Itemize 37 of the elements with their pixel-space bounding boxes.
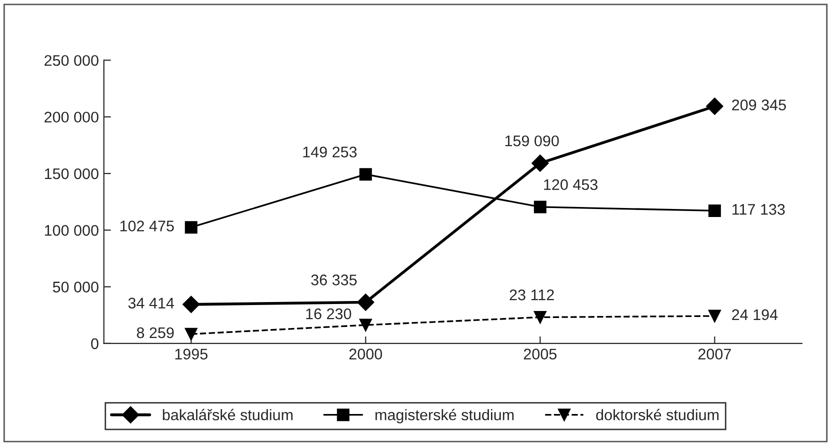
data-label: 36 335 — [311, 274, 357, 286]
data-label: 209 345 — [732, 100, 786, 110]
point — [706, 98, 724, 115]
y-tick-label: 150 000 — [44, 168, 98, 180]
y-tick-label: 200 000 — [44, 112, 98, 123]
point — [182, 296, 200, 313]
legend-label: doktorské studium — [596, 408, 719, 420]
point — [357, 294, 374, 311]
point — [359, 318, 372, 332]
point — [534, 200, 546, 214]
point — [359, 168, 372, 181]
y-tick-label: 0 — [91, 338, 98, 350]
point — [708, 310, 721, 322]
data-label: 117 133 — [732, 204, 785, 215]
data-label: 24 194 — [732, 309, 778, 320]
x-tick-label: 2007 — [698, 348, 731, 360]
point — [184, 328, 198, 340]
x-tick-label: 2005 — [524, 348, 557, 360]
point — [534, 310, 546, 324]
data-label: 16 230 — [306, 308, 352, 320]
x-tick-label: 2000 — [349, 348, 382, 360]
data-label: 102 475 — [120, 220, 174, 232]
data-label: 34 414 — [128, 298, 174, 309]
point — [532, 154, 549, 172]
x-tick-label: 1995 — [175, 348, 208, 360]
y-tick-label: 250 000 — [44, 55, 98, 66]
y-tick-label: 100 000 — [44, 225, 98, 236]
point — [708, 204, 721, 217]
y-tick-label: 50 000 — [52, 282, 98, 292]
legend-label: bakalářské studium — [162, 408, 293, 420]
point — [184, 221, 198, 234]
data-label: 23 112 — [510, 290, 554, 300]
data-label: 8 259 — [136, 327, 174, 338]
data-label: 159 090 — [505, 135, 559, 146]
legend-label: magisterské studium — [376, 408, 514, 424]
data-label: 120 453 — [544, 179, 598, 190]
data-label: 149 253 — [303, 146, 357, 158]
